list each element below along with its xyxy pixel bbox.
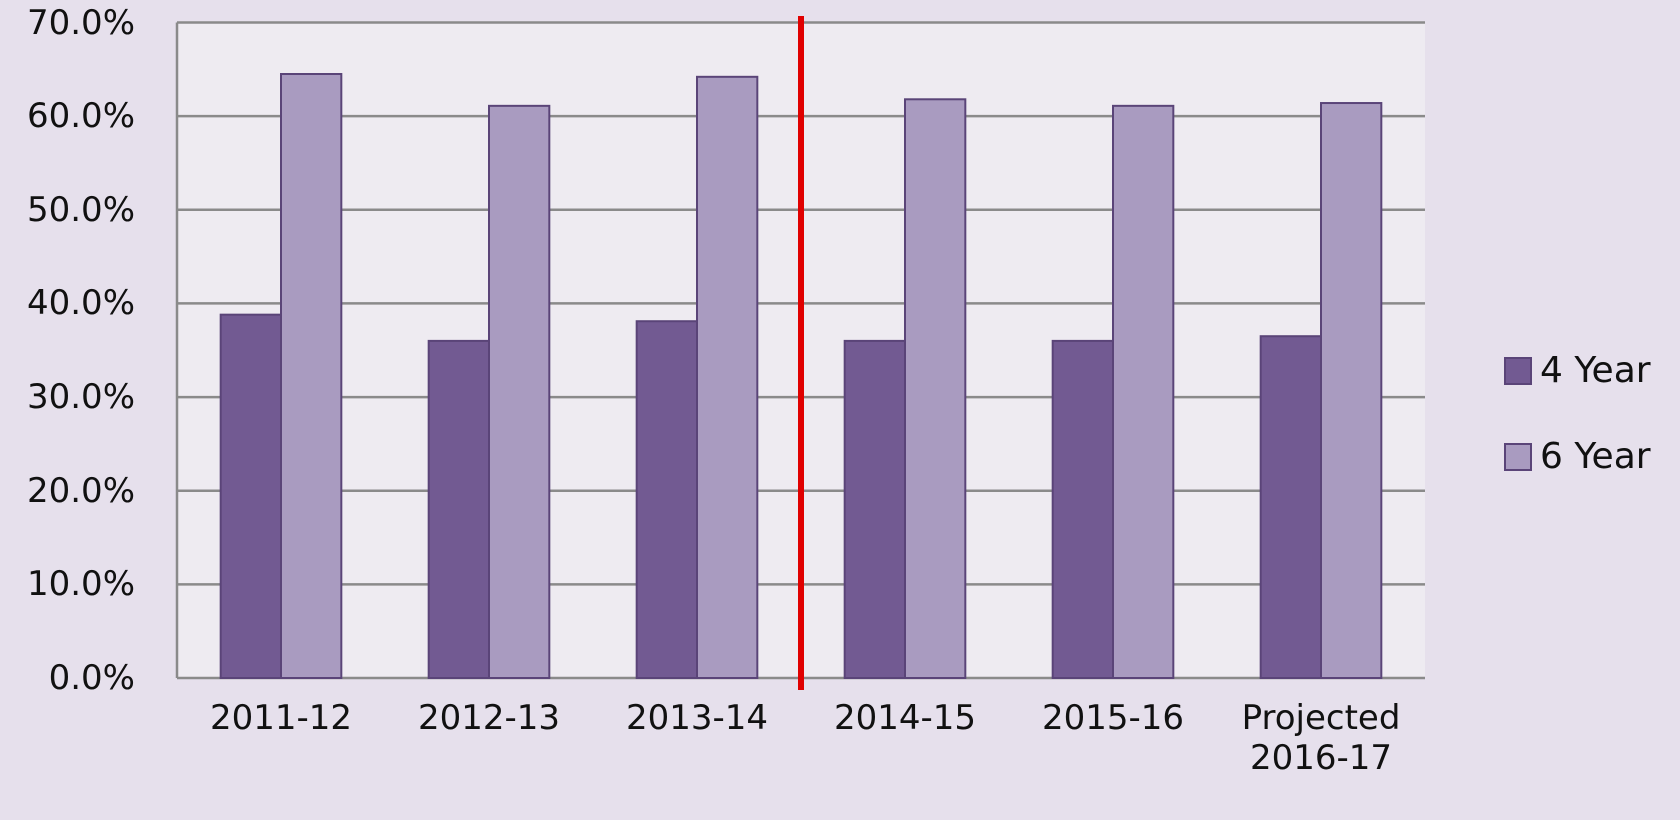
- bar: [1051, 339, 1115, 679]
- y-tick-label: 10.0%: [26, 564, 135, 605]
- x-tick-label: 2013-14: [625, 698, 769, 738]
- y-tick-label: 60.0%: [26, 96, 135, 137]
- bar: [696, 75, 759, 679]
- y-tick-label: 50.0%: [26, 189, 135, 230]
- bar: [219, 313, 282, 679]
- y-tick-label: 40.0%: [26, 283, 135, 324]
- bar: [280, 73, 343, 679]
- legend-label: 4 Year: [1540, 350, 1651, 391]
- bar: [1320, 102, 1383, 680]
- bar: [1259, 335, 1323, 679]
- x-tick-label: 2014-15: [833, 698, 977, 738]
- legend-swatch: [1504, 443, 1532, 471]
- bar: [635, 320, 698, 679]
- bar: [843, 339, 906, 679]
- x-tick-label: 2015-16: [1041, 698, 1185, 738]
- y-tick-label: 0.0%: [48, 658, 135, 698]
- y-tick-label: 20.0%: [26, 470, 135, 511]
- bar: [488, 104, 551, 679]
- bar: [427, 339, 490, 679]
- bar: [1112, 104, 1175, 679]
- legend-label: 6 Year: [1540, 436, 1651, 477]
- x-tick-label: 2011-12: [209, 698, 353, 738]
- x-tick-label: 2012-13: [417, 698, 561, 738]
- x-tick-label: Projected 2016-17: [1241, 698, 1401, 778]
- legend-swatch: [1504, 357, 1532, 385]
- y-tick-label: 70.0%: [26, 2, 135, 43]
- y-tick-label: 30.0%: [26, 377, 135, 418]
- bar: [904, 98, 967, 679]
